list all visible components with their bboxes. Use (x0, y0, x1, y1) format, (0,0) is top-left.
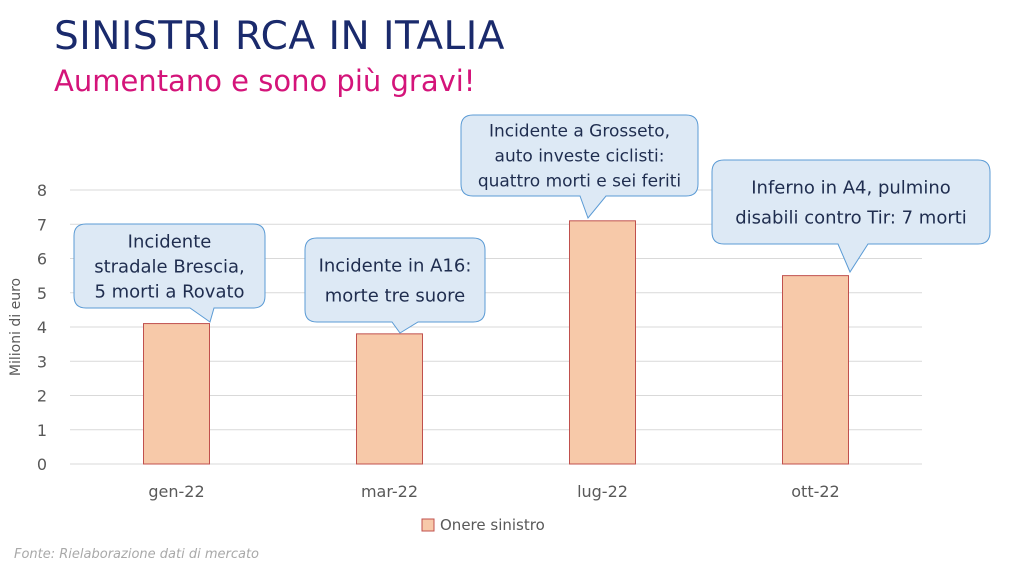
y-tick-label: 2 (37, 387, 47, 406)
source-note: Fonte: Rielaborazione dati di mercato (14, 547, 260, 562)
y-tick-label: 4 (37, 318, 47, 337)
callout-text: 5 morti a Rovato (94, 281, 244, 302)
callout-text: stradale Brescia, (94, 256, 245, 277)
y-tick-label: 5 (37, 284, 47, 303)
callout-text: disabili contro Tir: 7 morti (735, 207, 967, 228)
x-tick-label: gen-22 (148, 482, 204, 501)
page-title: SINISTRI RCA IN ITALIA (54, 14, 505, 59)
x-tick-label: ott-22 (791, 482, 839, 501)
x-tick-label: lug-22 (577, 482, 628, 501)
y-axis-label: Milioni di euro (8, 278, 24, 376)
callout-text: morte tre suore (325, 285, 466, 306)
bar (782, 275, 849, 465)
callout-text: Incidente a Grosseto, (489, 122, 670, 142)
y-tick-label: 7 (37, 215, 47, 234)
bar (356, 333, 423, 465)
legend-label: Onere sinistro (440, 516, 545, 534)
callout-bubble (73, 223, 266, 323)
legend-swatch (421, 518, 435, 532)
x-tick-label: mar-22 (361, 482, 418, 501)
y-tick-label: 0 (37, 455, 47, 474)
page-subtitle: Aumentano e sono più gravi! (54, 64, 476, 98)
y-tick-label: 6 (37, 250, 47, 269)
bar (569, 220, 636, 465)
callout-text: Incidente in A16: (319, 255, 472, 276)
y-tick-label: 3 (37, 352, 47, 371)
bar (143, 323, 210, 465)
callout-bubble (304, 237, 486, 334)
callout-bubble (460, 114, 699, 219)
callout-text: Inferno in A4, pulmino (751, 177, 951, 198)
y-tick-label: 1 (37, 421, 47, 440)
callout-text: Incidente (128, 231, 212, 252)
callout-text: auto investe ciclisti: (495, 147, 665, 167)
y-tick-label: 8 (37, 181, 47, 200)
callout-text: quattro morti e sei feriti (478, 172, 681, 192)
callout-bubble (711, 159, 991, 274)
